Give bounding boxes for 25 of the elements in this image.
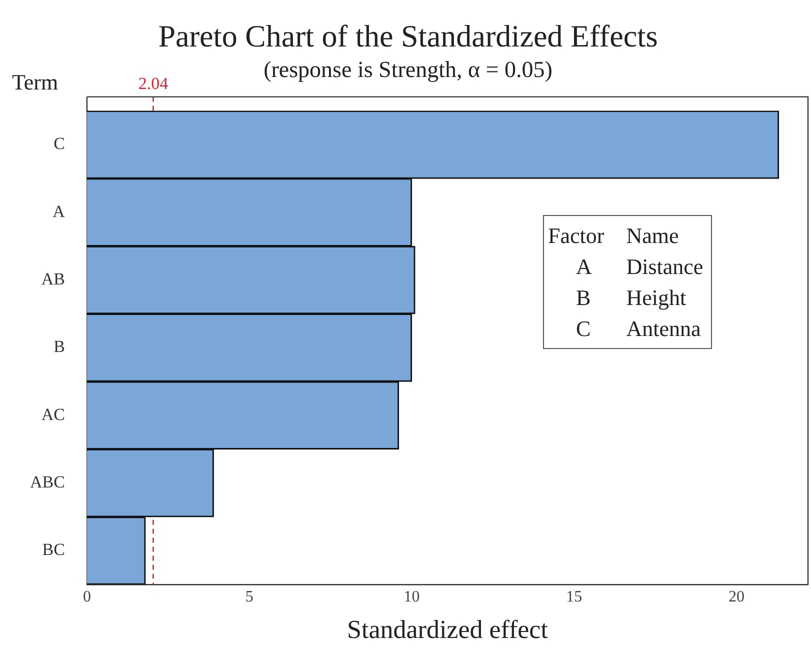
x-tick-label: 10 <box>404 588 420 606</box>
chart-subtitle: (response is Strength, α = 0.05) <box>264 57 552 82</box>
x-tick-label: 15 <box>566 588 582 606</box>
annotation: Name <box>626 222 680 250</box>
annotation: B <box>575 284 592 312</box>
y-axis-title: Term <box>12 70 58 95</box>
y-tick-label: ABC <box>30 472 65 492</box>
annotation: Distance <box>626 253 704 281</box>
annotation: Height <box>626 284 688 312</box>
x-tick-label: 5 <box>245 588 254 606</box>
annotation: Antenna <box>626 315 702 343</box>
y-tick-label: BC <box>42 540 65 560</box>
x-tick-label: 20 <box>728 588 745 606</box>
x-axis-title: Standardized effect <box>347 615 549 644</box>
ref-line-label: 2.04 <box>138 74 169 93</box>
y-tick-label: B <box>54 337 65 356</box>
x-tick-label: 0 <box>82 588 91 606</box>
y-tick-label: A <box>52 202 66 221</box>
y-tick-label: C <box>54 134 65 154</box>
y-tick-label: AB <box>41 269 65 288</box>
chart-title: Pareto Chart of the Standardized Effects <box>158 18 658 54</box>
annotation: Factor <box>548 222 604 250</box>
annotation: C <box>575 315 592 343</box>
y-tick-label: AC <box>41 404 65 424</box>
annotation: A <box>575 253 593 281</box>
